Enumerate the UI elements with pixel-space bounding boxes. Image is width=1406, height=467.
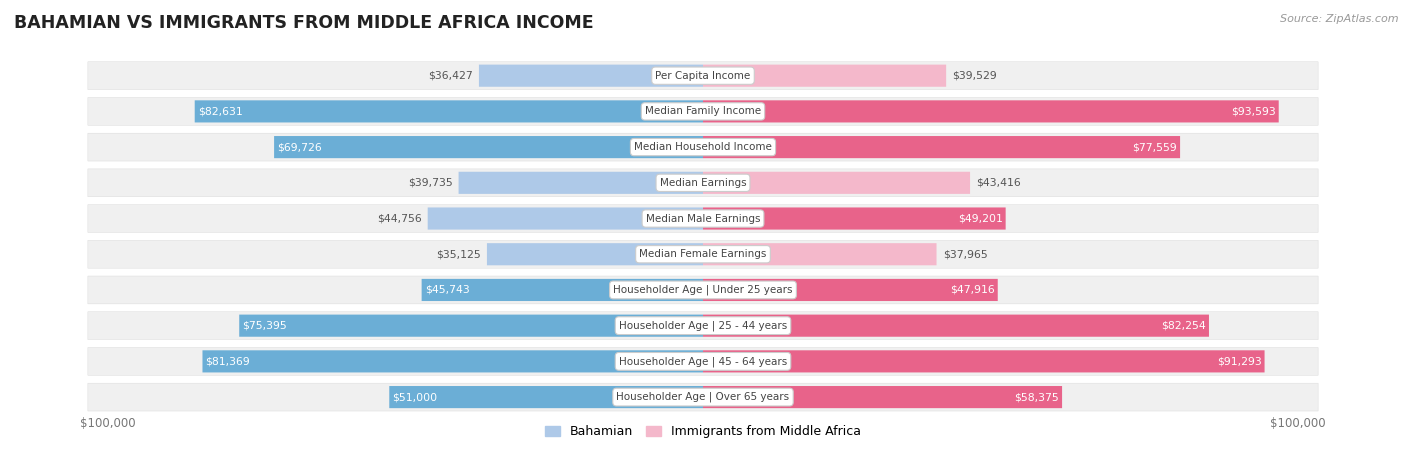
Text: $82,254: $82,254 <box>1161 321 1206 331</box>
Text: $39,735: $39,735 <box>408 178 453 188</box>
Text: Median Female Earnings: Median Female Earnings <box>640 249 766 259</box>
Text: $49,201: $49,201 <box>957 213 1002 224</box>
FancyBboxPatch shape <box>703 243 936 265</box>
FancyBboxPatch shape <box>87 276 1319 304</box>
Text: $69,726: $69,726 <box>277 142 322 152</box>
FancyBboxPatch shape <box>87 312 1319 340</box>
Text: Householder Age | 45 - 64 years: Householder Age | 45 - 64 years <box>619 356 787 367</box>
Text: Median Family Income: Median Family Income <box>645 106 761 116</box>
Text: Householder Age | Over 65 years: Householder Age | Over 65 years <box>616 392 790 403</box>
Text: $37,965: $37,965 <box>942 249 987 259</box>
Text: $100,000: $100,000 <box>1270 417 1326 430</box>
FancyBboxPatch shape <box>274 136 703 158</box>
Text: BAHAMIAN VS IMMIGRANTS FROM MIDDLE AFRICA INCOME: BAHAMIAN VS IMMIGRANTS FROM MIDDLE AFRIC… <box>14 14 593 32</box>
Text: Householder Age | 25 - 44 years: Householder Age | 25 - 44 years <box>619 320 787 331</box>
Text: $91,293: $91,293 <box>1216 356 1261 367</box>
FancyBboxPatch shape <box>703 136 1180 158</box>
FancyBboxPatch shape <box>87 98 1319 125</box>
Text: $35,125: $35,125 <box>436 249 481 259</box>
FancyBboxPatch shape <box>703 315 1209 337</box>
Text: Householder Age | Under 25 years: Householder Age | Under 25 years <box>613 285 793 295</box>
FancyBboxPatch shape <box>427 207 703 230</box>
FancyBboxPatch shape <box>479 64 703 87</box>
Text: Source: ZipAtlas.com: Source: ZipAtlas.com <box>1281 14 1399 24</box>
Text: $36,427: $36,427 <box>427 71 472 81</box>
Text: $81,369: $81,369 <box>205 356 250 367</box>
FancyBboxPatch shape <box>486 243 703 265</box>
FancyBboxPatch shape <box>87 169 1319 197</box>
Text: $51,000: $51,000 <box>392 392 437 402</box>
FancyBboxPatch shape <box>87 241 1319 268</box>
Text: Median Household Income: Median Household Income <box>634 142 772 152</box>
FancyBboxPatch shape <box>239 315 703 337</box>
FancyBboxPatch shape <box>422 279 703 301</box>
FancyBboxPatch shape <box>703 100 1278 122</box>
FancyBboxPatch shape <box>202 350 703 373</box>
FancyBboxPatch shape <box>703 207 1005 230</box>
Text: $39,529: $39,529 <box>952 71 997 81</box>
FancyBboxPatch shape <box>87 347 1319 375</box>
FancyBboxPatch shape <box>703 279 998 301</box>
Text: $93,593: $93,593 <box>1230 106 1275 116</box>
FancyBboxPatch shape <box>458 172 703 194</box>
FancyBboxPatch shape <box>703 172 970 194</box>
Text: Per Capita Income: Per Capita Income <box>655 71 751 81</box>
Text: $44,756: $44,756 <box>377 213 422 224</box>
Text: $82,631: $82,631 <box>198 106 243 116</box>
Text: $100,000: $100,000 <box>80 417 136 430</box>
Text: $58,375: $58,375 <box>1014 392 1059 402</box>
FancyBboxPatch shape <box>703 64 946 87</box>
FancyBboxPatch shape <box>87 133 1319 161</box>
Text: $47,916: $47,916 <box>950 285 994 295</box>
FancyBboxPatch shape <box>194 100 703 122</box>
FancyBboxPatch shape <box>703 386 1062 408</box>
Text: Median Male Earnings: Median Male Earnings <box>645 213 761 224</box>
FancyBboxPatch shape <box>87 383 1319 411</box>
Text: $43,416: $43,416 <box>976 178 1021 188</box>
FancyBboxPatch shape <box>87 62 1319 90</box>
FancyBboxPatch shape <box>87 205 1319 233</box>
Text: $75,395: $75,395 <box>242 321 287 331</box>
Legend: Bahamian, Immigrants from Middle Africa: Bahamian, Immigrants from Middle Africa <box>540 420 866 443</box>
Text: $45,743: $45,743 <box>425 285 470 295</box>
FancyBboxPatch shape <box>703 350 1264 373</box>
Text: $77,559: $77,559 <box>1132 142 1177 152</box>
Text: Median Earnings: Median Earnings <box>659 178 747 188</box>
FancyBboxPatch shape <box>389 386 703 408</box>
